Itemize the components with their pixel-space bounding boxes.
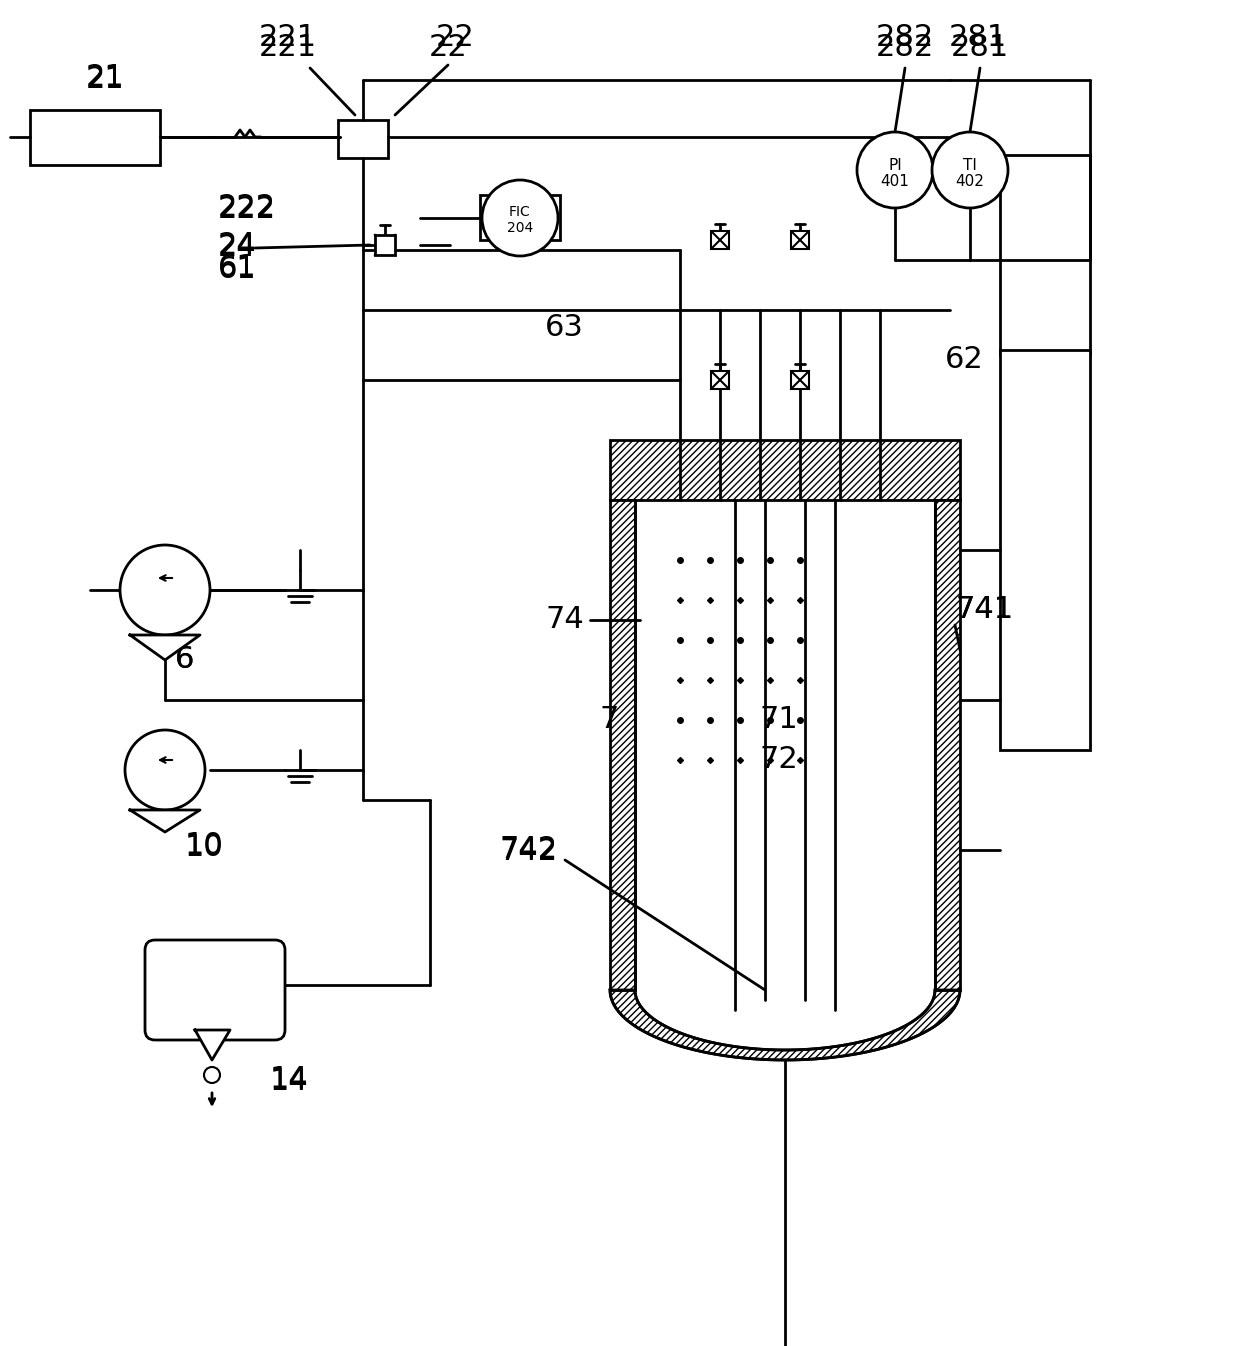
Text: 282: 282 xyxy=(875,34,934,62)
Polygon shape xyxy=(130,635,200,660)
Text: 63: 63 xyxy=(546,314,584,342)
Text: 61: 61 xyxy=(218,256,257,284)
Text: 10: 10 xyxy=(185,833,223,863)
Text: TI: TI xyxy=(963,157,977,172)
Text: 742: 742 xyxy=(500,837,558,867)
Bar xyxy=(480,195,560,240)
Text: 62: 62 xyxy=(945,346,983,374)
Circle shape xyxy=(205,1067,219,1084)
Text: 221: 221 xyxy=(259,23,317,52)
Text: 61: 61 xyxy=(218,253,257,283)
Bar xyxy=(711,232,729,249)
Bar xyxy=(935,499,960,991)
Text: 10: 10 xyxy=(185,830,223,860)
Text: 222: 222 xyxy=(218,194,277,222)
Bar xyxy=(30,110,160,166)
Polygon shape xyxy=(195,1030,229,1061)
Bar xyxy=(791,371,808,389)
Text: 281: 281 xyxy=(951,34,1009,62)
Text: 742: 742 xyxy=(500,836,558,864)
Bar xyxy=(374,236,396,254)
Text: 22: 22 xyxy=(435,23,475,52)
Text: 74: 74 xyxy=(546,606,584,634)
Circle shape xyxy=(932,132,1008,209)
Circle shape xyxy=(857,132,932,209)
FancyBboxPatch shape xyxy=(145,940,285,1040)
Text: 221: 221 xyxy=(259,34,317,62)
Bar xyxy=(610,499,635,991)
Text: 21: 21 xyxy=(86,63,124,93)
Text: FIC: FIC xyxy=(510,205,531,219)
Text: 71: 71 xyxy=(760,705,799,735)
Bar xyxy=(711,371,729,389)
Text: 741: 741 xyxy=(955,595,1013,625)
Circle shape xyxy=(120,545,210,635)
Polygon shape xyxy=(374,236,396,254)
Bar xyxy=(791,232,808,249)
Text: 401: 401 xyxy=(880,175,909,190)
Text: 14: 14 xyxy=(270,1067,309,1097)
Text: 7: 7 xyxy=(600,705,619,735)
Text: 222: 222 xyxy=(218,195,277,225)
Bar xyxy=(999,350,1090,750)
Circle shape xyxy=(125,730,205,810)
Text: 281: 281 xyxy=(949,23,1007,52)
Text: 741: 741 xyxy=(955,595,1013,625)
Text: 6: 6 xyxy=(175,646,195,674)
Text: 21: 21 xyxy=(86,66,124,94)
Text: 24: 24 xyxy=(218,232,257,261)
Text: PI: PI xyxy=(888,157,901,172)
Text: 24: 24 xyxy=(218,233,257,262)
Bar xyxy=(610,440,960,499)
Text: 14: 14 xyxy=(270,1066,309,1094)
Bar xyxy=(339,120,388,157)
Text: 402: 402 xyxy=(956,175,985,190)
Polygon shape xyxy=(130,810,200,832)
Circle shape xyxy=(482,180,558,256)
Text: 282: 282 xyxy=(875,23,934,52)
Text: 6: 6 xyxy=(175,646,195,674)
Bar xyxy=(999,155,1090,355)
Text: 72: 72 xyxy=(760,746,799,774)
Text: 204: 204 xyxy=(507,221,533,236)
Text: 22: 22 xyxy=(429,34,467,62)
